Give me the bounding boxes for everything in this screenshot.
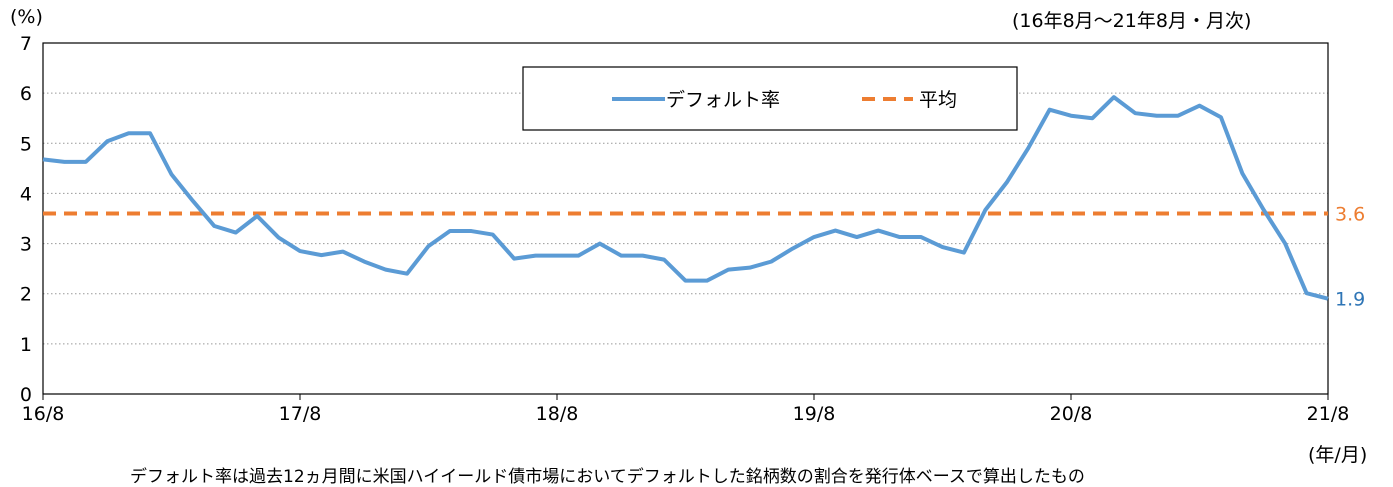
x-tick-label: 21/8 [1307,403,1350,425]
y-axis-ticks: 0 1 2 3 4 5 6 7 [20,33,32,406]
x-tick-label: 19/8 [793,403,836,425]
average-end-label: 3.6 [1335,203,1365,225]
y-tick-label: 4 [20,183,32,205]
y-tick-label: 0 [20,384,32,406]
y-tick-label: 2 [20,284,32,306]
x-tick-label: 17/8 [279,403,322,425]
period-label: (16年8月～21年8月・月次) [1012,10,1252,32]
x-axis-ticks: 16/8 17/8 18/8 19/8 20/8 21/8 [22,394,1350,425]
legend-label-average: 平均 [919,89,957,111]
gridlines [43,92,1328,345]
y-tick-label: 3 [20,234,32,256]
y-tick-label: 6 [20,83,32,105]
legend-label-default-rate: デフォルト率 [666,89,780,111]
footnote: デフォルト率は過去12ヵ月間に米国ハイイールド債市場においてデフォルトした銘柄数… [130,467,1085,487]
end-labels: 3.6 1.9 [1335,203,1365,310]
series-layer [42,95,1329,301]
legend-box [522,66,1018,131]
legend: デフォルト率 平均 [522,66,1018,131]
y-tick-label: 1 [20,334,32,356]
chart: 0 1 2 3 4 5 6 7 16/8 17/8 18/8 19/8 20/8 21/8 3.6 1.9… [20,33,1365,425]
plot-area-border [42,42,1329,395]
x-axis-unit: (年/月) [1308,444,1368,466]
x-tick-label: 18/8 [536,403,579,425]
x-tick-label: 16/8 [22,403,65,425]
y-tick-label: 7 [20,33,32,55]
x-tick-label: 20/8 [1050,403,1093,425]
default-rate-end-label: 1.9 [1335,289,1365,311]
y-tick-label: 5 [20,133,32,155]
y-axis-unit: (%) [10,6,43,28]
series-default-rate-line [42,95,1329,301]
